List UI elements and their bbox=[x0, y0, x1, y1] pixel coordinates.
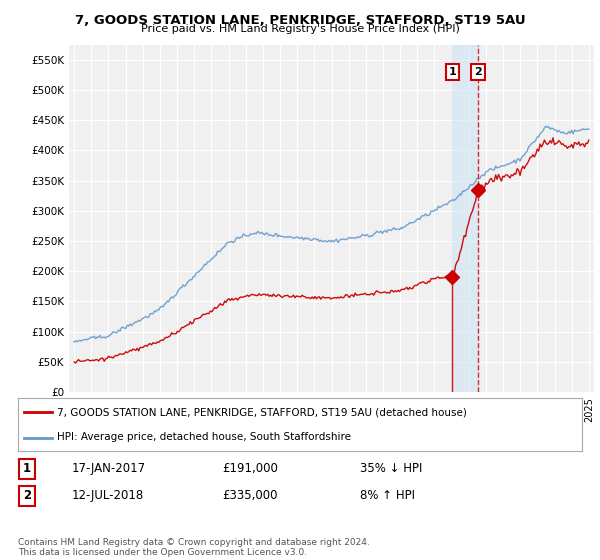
Text: 2: 2 bbox=[23, 489, 31, 502]
Text: 17-JAN-2017: 17-JAN-2017 bbox=[72, 462, 146, 475]
Text: 35% ↓ HPI: 35% ↓ HPI bbox=[360, 462, 422, 475]
Text: 1: 1 bbox=[23, 462, 31, 475]
Text: HPI: Average price, detached house, South Staffordshire: HPI: Average price, detached house, Sout… bbox=[58, 432, 352, 442]
Text: Price paid vs. HM Land Registry's House Price Index (HPI): Price paid vs. HM Land Registry's House … bbox=[140, 24, 460, 34]
Text: 12-JUL-2018: 12-JUL-2018 bbox=[72, 489, 144, 502]
Text: £335,000: £335,000 bbox=[222, 489, 277, 502]
Text: 7, GOODS STATION LANE, PENKRIDGE, STAFFORD, ST19 5AU: 7, GOODS STATION LANE, PENKRIDGE, STAFFO… bbox=[74, 14, 526, 27]
Text: Contains HM Land Registry data © Crown copyright and database right 2024.
This d: Contains HM Land Registry data © Crown c… bbox=[18, 538, 370, 557]
Text: £191,000: £191,000 bbox=[222, 462, 278, 475]
Text: 8% ↑ HPI: 8% ↑ HPI bbox=[360, 489, 415, 502]
Text: 1: 1 bbox=[448, 67, 456, 77]
Bar bbox=[452, 45, 478, 392]
Text: 7, GOODS STATION LANE, PENKRIDGE, STAFFORD, ST19 5AU (detached house): 7, GOODS STATION LANE, PENKRIDGE, STAFFO… bbox=[58, 408, 467, 418]
Text: 2: 2 bbox=[474, 67, 482, 77]
